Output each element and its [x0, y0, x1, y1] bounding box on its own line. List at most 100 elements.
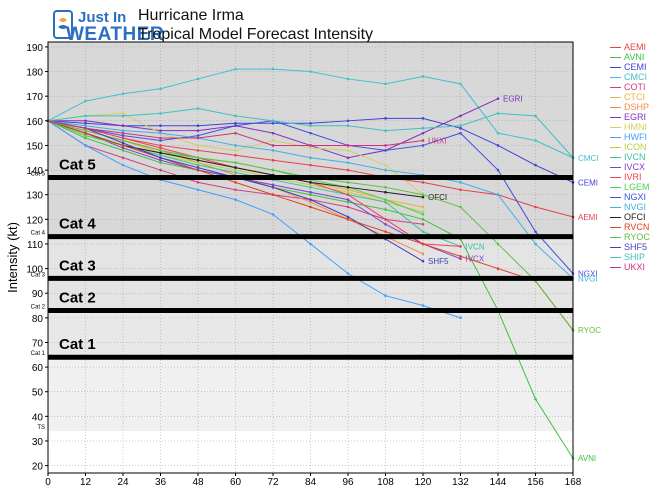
- x-tick-label: 144: [490, 477, 507, 488]
- series-end-label: EGRI: [503, 95, 523, 104]
- series-line-hwfi: [47, 120, 461, 319]
- data-point: [459, 257, 462, 261]
- category-label: Cat 1: [59, 336, 96, 353]
- data-point: [384, 168, 387, 172]
- data-point: [459, 114, 462, 118]
- data-point: [459, 126, 462, 130]
- data-point: [384, 200, 387, 204]
- y-tick-label: 190: [26, 43, 43, 54]
- data-point: [459, 205, 462, 209]
- series-end-label: AVNI: [578, 454, 596, 463]
- data-point: [384, 208, 387, 211]
- legend-line-swatch: [610, 77, 621, 78]
- y-tick-label: 40: [32, 412, 44, 423]
- data-point: [271, 139, 275, 142]
- x-tick-label: 96: [342, 477, 354, 488]
- data-point: [196, 144, 200, 147]
- legend-item: CTCI: [610, 92, 650, 102]
- x-tick-label: 0: [45, 477, 51, 488]
- data-point: [84, 131, 87, 135]
- data-point: [121, 129, 125, 132]
- legend-item: IVCX: [610, 162, 650, 172]
- data-point: [121, 149, 125, 152]
- data-point: [346, 186, 350, 189]
- legend-line-swatch: [610, 167, 621, 168]
- legend-item: RYOC: [610, 232, 650, 242]
- weather-logo-icon: [52, 10, 76, 40]
- data-point: [234, 198, 237, 201]
- data-point: [121, 139, 125, 142]
- legend-line-swatch: [610, 97, 621, 98]
- legend-label: RYOC: [624, 232, 650, 242]
- category-axis-label: Cat 5: [31, 171, 46, 177]
- legend-item: IVCN: [610, 152, 650, 162]
- legend-line-swatch: [610, 207, 621, 208]
- data-point: [346, 193, 350, 196]
- data-point: [309, 186, 312, 189]
- data-point: [459, 82, 462, 86]
- chart-title: Hurricane Irma Tropical Model Forecast I…: [138, 6, 373, 44]
- data-point: [159, 168, 162, 172]
- legend-label: SHF5: [624, 242, 648, 252]
- data-point: [459, 131, 462, 135]
- data-point: [384, 186, 387, 189]
- data-point: [346, 205, 350, 209]
- data-point: [196, 163, 200, 167]
- legend-item: SHF5: [610, 242, 650, 252]
- legend-line-swatch: [610, 147, 621, 148]
- brand-name-bottom: WEATHER: [66, 24, 165, 45]
- legend-item: LGEM: [610, 182, 650, 192]
- y-tick-label: 140: [26, 166, 43, 177]
- data-point: [196, 136, 200, 140]
- data-point: [421, 230, 425, 233]
- data-point: [159, 131, 162, 135]
- x-tick-label: 156: [527, 477, 544, 488]
- data-point: [84, 129, 87, 132]
- y-tick-label: 130: [26, 191, 43, 202]
- data-point: [384, 190, 387, 194]
- legend-line-swatch: [610, 237, 621, 238]
- data-point: [121, 124, 125, 128]
- data-point: [196, 156, 200, 160]
- series-line-ivcx: [47, 120, 461, 260]
- data-point: [496, 193, 500, 196]
- data-point: [234, 124, 237, 128]
- data-point: [421, 193, 425, 196]
- legend-label: ICON: [624, 142, 647, 152]
- category-axis-label: Cat 3: [31, 272, 46, 278]
- data-point: [384, 129, 387, 132]
- x-tick-label: 36: [155, 477, 167, 488]
- legend-item: HMNI: [610, 122, 650, 132]
- data-point: [234, 161, 237, 164]
- data-point: [309, 131, 312, 135]
- data-point: [346, 149, 350, 152]
- data-point: [421, 75, 425, 78]
- data-point: [346, 168, 350, 172]
- data-point: [121, 141, 125, 145]
- data-point: [234, 168, 237, 172]
- data-point: [309, 200, 312, 204]
- data-point: [121, 146, 125, 150]
- legend: AEMI AVNI CEMI CMCI COTI CTCI DSHP EGRI HMNI HWFI…: [610, 42, 650, 272]
- data-point: [196, 161, 200, 164]
- data-point: [421, 222, 425, 226]
- data-point: [234, 114, 237, 118]
- data-point: [496, 168, 500, 172]
- data-point: [271, 193, 275, 196]
- y-tick-label: 150: [26, 141, 43, 152]
- data-point: [421, 259, 425, 263]
- y-tick-label: 70: [32, 338, 44, 349]
- data-point: [534, 114, 537, 118]
- y-tick-label: 100: [26, 265, 43, 276]
- series-end-label: CMCI: [578, 154, 598, 163]
- data-point: [121, 156, 125, 160]
- data-point: [534, 163, 537, 167]
- data-point: [271, 186, 275, 189]
- data-point: [196, 158, 200, 162]
- data-point: [384, 218, 387, 221]
- data-point: [309, 193, 312, 196]
- legend-label: EGRI: [624, 112, 647, 122]
- y-tick-label: 80: [32, 314, 44, 325]
- y-tick-label: 30: [32, 437, 44, 448]
- data-point: [421, 218, 425, 221]
